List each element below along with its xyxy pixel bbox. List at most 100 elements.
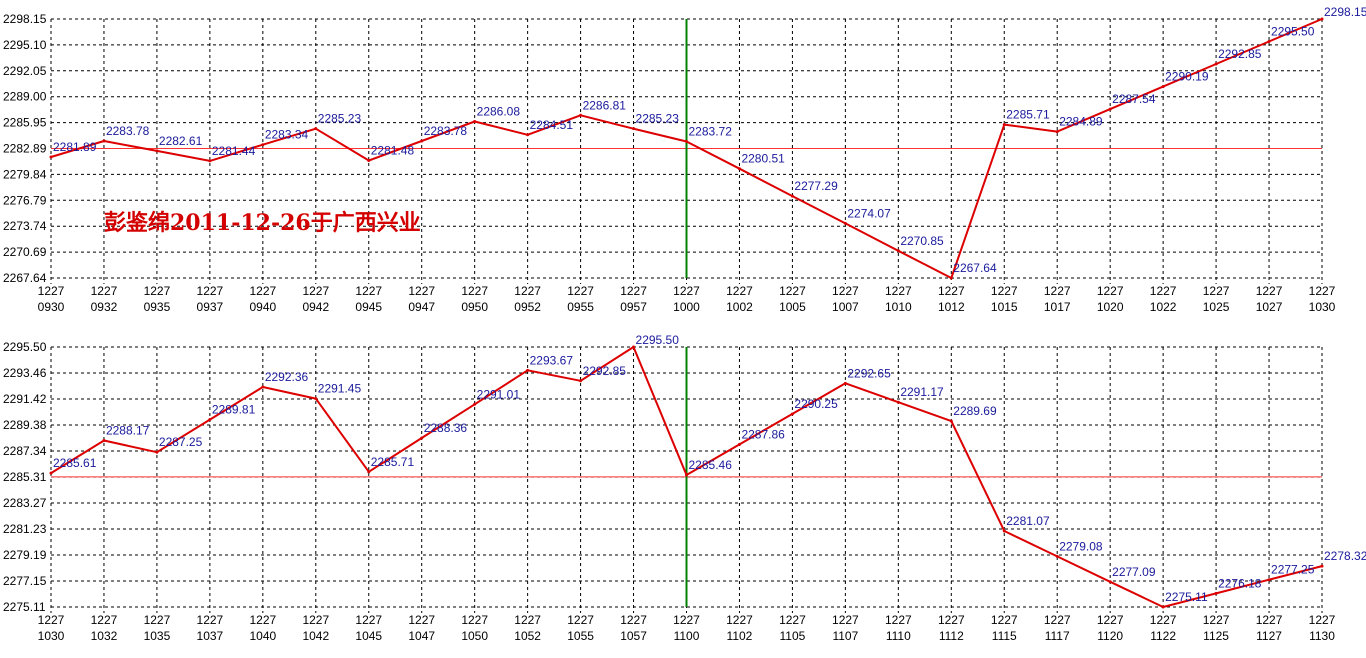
upper-data-point: [790, 194, 794, 198]
upper-x-tick-date: 1227: [726, 284, 753, 298]
upper-data-label: 2270.85: [900, 234, 944, 248]
upper-data-label: 2286.81: [583, 98, 627, 112]
lower-x-tick-date: 1227: [1097, 613, 1124, 627]
lower-x-tick-date: 1227: [567, 613, 594, 627]
upper-x-tick-time: 1005: [779, 300, 806, 314]
upper-data-label: 2284.51: [530, 118, 574, 132]
lower-x-tick-date: 1227: [461, 613, 488, 627]
lower-data-point: [1267, 578, 1271, 582]
lower-y-tick-label: 2295.50: [3, 340, 47, 354]
upper-y-tick-label: 2298.15: [3, 12, 47, 26]
lower-x-tick-time: 1130: [1309, 629, 1335, 643]
lower-x-tick-time: 1040: [249, 629, 276, 643]
lower-data-label: 2290.25: [794, 397, 838, 411]
upper-data-label: 2282.61: [159, 134, 203, 148]
lower-data-label: 2281.07: [1006, 514, 1050, 528]
upper-x-tick-time: 0952: [514, 300, 541, 314]
upper-x-tick-date: 1227: [938, 284, 965, 298]
lower-x-tick-date: 1227: [1044, 613, 1071, 627]
upper-data-label: 2283.34: [265, 128, 309, 142]
lower-data-label: 2276.18: [1218, 576, 1262, 590]
upper-data-point: [155, 149, 159, 153]
upper-data-point: [949, 276, 953, 280]
upper-data-point: [896, 249, 900, 253]
lower-x-tick-time: 1035: [144, 629, 171, 643]
upper-data-label: 2267.64: [953, 261, 997, 275]
upper-x-tick-time: 0937: [197, 300, 224, 314]
upper-data-point: [1267, 39, 1271, 43]
lower-x-tick-date: 1227: [91, 613, 118, 627]
lower-data-label: 2277.09: [1112, 565, 1156, 579]
lower-data-point: [579, 379, 583, 383]
lower-data-label: 2289.81: [212, 403, 256, 417]
upper-y-tick-label: 2282.89: [3, 142, 47, 156]
upper-x-tick-time: 1025: [1203, 300, 1230, 314]
lower-x-tick-time: 1050: [461, 629, 488, 643]
lower-x-tick-time: 1037: [197, 629, 224, 643]
lower-x-tick-date: 1227: [408, 613, 435, 627]
upper-x-tick-time: 0930: [38, 300, 65, 314]
lower-data-label: 2293.67: [530, 353, 574, 367]
upper-x-tick-time: 1020: [1097, 300, 1124, 314]
upper-x-tick-time: 0945: [355, 300, 382, 314]
lower-x-tick-time: 1110: [886, 629, 911, 643]
upper-y-tick-label: 2270.69: [3, 245, 47, 259]
lower-y-tick-label: 2291.42: [3, 392, 47, 406]
lower-y-tick-label: 2289.38: [3, 418, 47, 432]
upper-x-tick-date: 1227: [991, 284, 1018, 298]
lower-x-tick-date: 1227: [1256, 613, 1283, 627]
upper-data-label: 2285.23: [318, 112, 362, 126]
lower-y-tick-label: 2285.31: [3, 470, 47, 484]
upper-x-tick-date: 1227: [461, 284, 488, 298]
upper-x-tick-date: 1227: [38, 284, 65, 298]
lower-x-tick-time: 1055: [567, 629, 594, 643]
upper-x-tick-time: 1030: [1309, 300, 1336, 314]
lower-data-label: 2292.65: [847, 366, 891, 380]
lower-y-tick-label: 2277.15: [3, 574, 47, 588]
lower-x-tick-date: 1227: [779, 613, 806, 627]
upper-x-tick-time: 0935: [144, 300, 171, 314]
lower-x-tick-time: 1045: [355, 629, 382, 643]
lower-x-tick-date: 1227: [38, 613, 65, 627]
lower-x-tick-date: 1227: [249, 613, 276, 627]
upper-data-point: [685, 139, 688, 143]
upper-chart-panel: 2298.15 2295.10 2292.05 2289.00 2285.95 2282.…: [3, 5, 1366, 314]
upper-y-tick-label: 2289.00: [3, 90, 47, 104]
upper-y-tick-label: 2273.74: [3, 219, 47, 233]
upper-x-tick-date: 1227: [91, 284, 118, 298]
lower-data-label: 2295.50: [636, 333, 680, 347]
lower-data-point: [1161, 605, 1165, 609]
lower-x-tick-date: 1227: [885, 613, 912, 627]
lower-data-label: 2279.08: [1059, 539, 1103, 553]
upper-data-point: [632, 127, 636, 131]
upper-data-point: [1161, 85, 1165, 89]
upper-data-label: 2290.19: [1165, 70, 1209, 84]
upper-data-point: [1214, 62, 1218, 66]
lower-data-point: [737, 442, 741, 446]
upper-data-label: 2281.48: [371, 144, 415, 158]
upper-y-tick-label: 2267.64: [3, 271, 47, 285]
upper-x-tick-time: 1015: [991, 300, 1018, 314]
lower-data-point: [155, 450, 159, 454]
upper-data-point: [208, 159, 212, 163]
upper-x-tick-date: 1227: [1203, 284, 1230, 298]
lower-data-point: [367, 470, 371, 474]
upper-data-label: 2283.78: [106, 124, 150, 138]
upper-data-point: [1002, 123, 1006, 127]
upper-data-label: 2285.23: [636, 112, 680, 126]
upper-x-tick-date: 1227: [885, 284, 912, 298]
upper-x-tick-time: 0940: [249, 300, 276, 314]
upper-x-tick-date: 1227: [1044, 284, 1071, 298]
upper-data-point: [102, 139, 106, 143]
upper-x-tick-date: 1227: [1097, 284, 1124, 298]
lower-data-point: [102, 438, 106, 442]
lower-data-point: [843, 381, 847, 385]
upper-x-tick-date: 1227: [673, 284, 700, 298]
upper-data-point: [49, 155, 53, 159]
upper-x-tick-date: 1227: [1309, 284, 1336, 298]
upper-data-label: 2277.29: [794, 179, 838, 193]
upper-data-point: [526, 133, 530, 137]
lower-x-tick-time: 1102: [727, 629, 753, 643]
upper-x-tick-date: 1227: [144, 284, 171, 298]
